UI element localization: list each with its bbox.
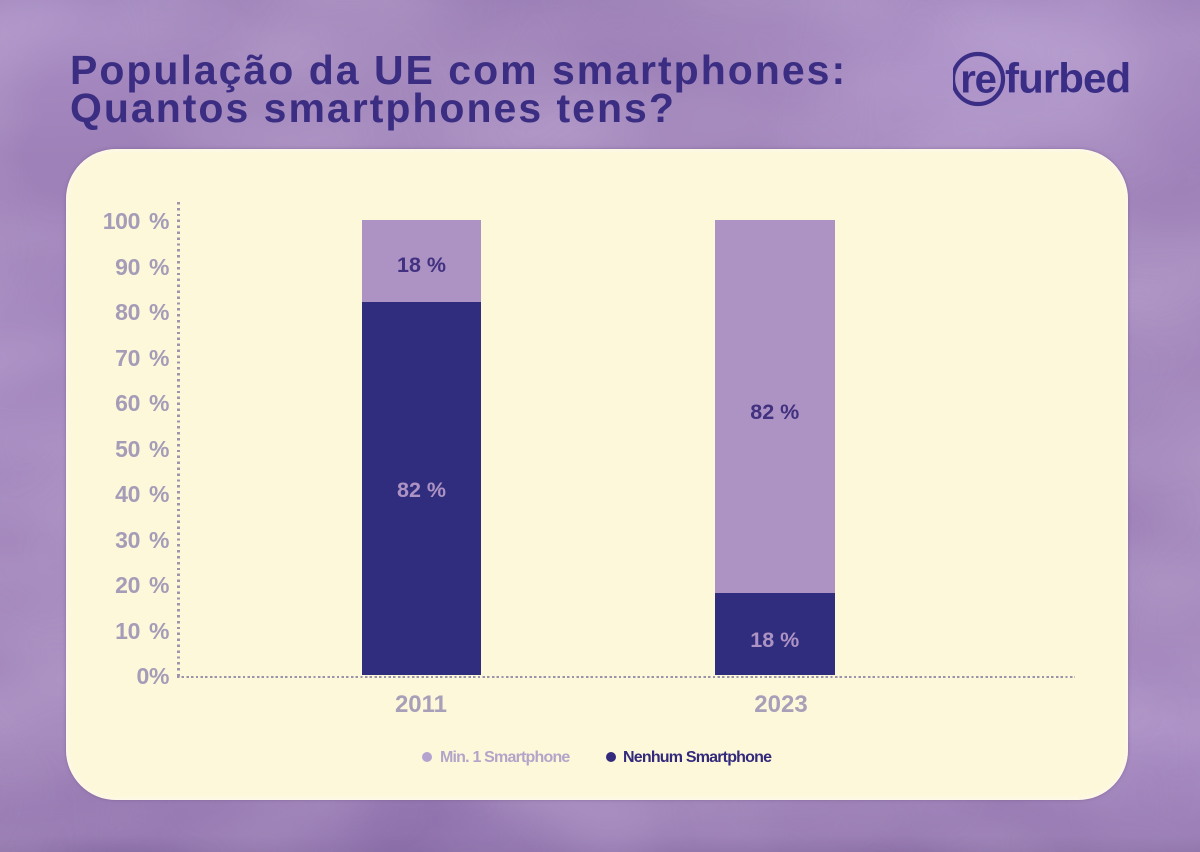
svg-text:furbed: furbed — [1005, 55, 1130, 102]
svg-text:re: re — [960, 58, 995, 102]
